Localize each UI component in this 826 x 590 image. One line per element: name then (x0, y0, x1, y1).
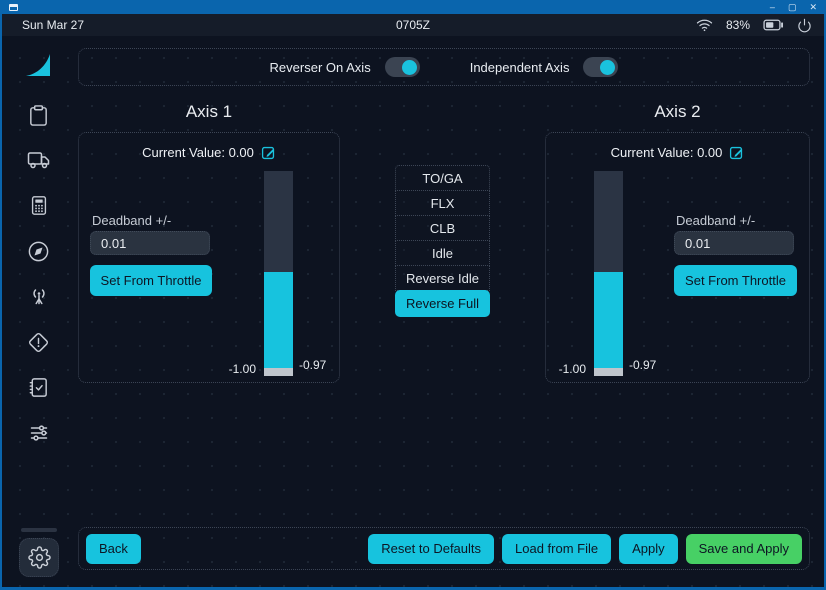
axis2-title: Axis 2 (654, 102, 701, 121)
axis2-gauge-reverse-segment (594, 368, 623, 376)
detent-reverse-idle[interactable]: Reverse Idle (395, 265, 490, 291)
detent-idle[interactable]: Idle (395, 240, 490, 266)
axis1-gauge-reverse-segment (264, 368, 293, 376)
detent-toga[interactable]: TO/GA (395, 165, 490, 191)
detent-flx[interactable]: FLX (395, 190, 490, 216)
battery-percent: 83% (725, 18, 750, 32)
axis1-range-min: -1.00 (228, 362, 256, 376)
window-close-button[interactable]: ✕ (809, 2, 817, 12)
window-titlebar: – ▢ ✕ (2, 0, 824, 14)
window-app-icon (9, 3, 18, 11)
sidebar-item-compass[interactable] (19, 235, 59, 267)
toggle-knob (600, 59, 616, 75)
independent-axis-label: Independent Axis (469, 59, 570, 75)
axis2-current-value-label: Current Value: 0.00 (610, 145, 723, 160)
settings-button[interactable] (19, 538, 59, 577)
axis2-edit-value-icon[interactable] (729, 145, 744, 160)
wifi-icon (696, 18, 713, 32)
toggle-knob (401, 59, 417, 75)
reverser-on-axis-label: Reverser On Axis (269, 59, 371, 75)
sidebar-item-alerts[interactable] (19, 326, 59, 358)
brand-logo-icon (19, 50, 59, 82)
power-icon[interactable] (797, 18, 812, 33)
sidebar-item-calculator[interactable] (19, 189, 59, 221)
axis-options-panel: Reverser On Axis Independent Axis (78, 48, 810, 86)
detent-reverse-full[interactable]: Reverse Full (395, 290, 490, 317)
sliders-icon (30, 425, 47, 441)
axis2-range-low: -0.97 (629, 358, 657, 372)
checklist-icon (29, 377, 47, 397)
status-clock: 0705Z (395, 18, 431, 32)
antenna-icon (32, 289, 45, 305)
axis1-title: Axis 1 (185, 102, 233, 121)
sidebar-item-truck[interactable] (19, 144, 59, 176)
compass-icon (28, 241, 49, 261)
battery-icon (763, 19, 784, 31)
sidebar-item-broadcast[interactable] (19, 280, 59, 312)
axis2-gauge-upper-segment (594, 171, 623, 272)
detent-clb[interactable]: CLB (395, 215, 490, 241)
axis2-range-min: -1.00 (558, 362, 586, 376)
footer-bar: Back Reset to Defaults Load from File Ap… (78, 527, 810, 570)
reset-to-defaults-button[interactable]: Reset to Defaults (368, 533, 495, 564)
independent-axis-toggle[interactable] (583, 57, 619, 77)
load-from-file-button[interactable]: Load from File (502, 533, 612, 564)
axis1-gauge-upper-segment (264, 171, 293, 272)
axis2-set-from-throttle-button[interactable]: Set From Throttle (674, 265, 797, 296)
back-button[interactable]: Back (86, 533, 141, 564)
axis1-deadband-label: Deadband +/- (92, 213, 172, 228)
clipboard-icon (30, 104, 47, 126)
axis1-edit-value-icon[interactable] (261, 145, 276, 160)
detent-list: TO/GA FLX CLB Idle Reverse Idle Reverse … (395, 165, 490, 317)
reverser-on-axis-toggle[interactable] (384, 57, 420, 77)
axis1-current-value-label: Current Value: 0.00 (142, 145, 254, 160)
axis1-set-from-throttle-button[interactable]: Set From Throttle (90, 265, 212, 296)
axis2-gauge-active-segment (594, 272, 623, 368)
sidebar (2, 36, 75, 587)
alert-diamond-icon (29, 332, 48, 352)
axis1-deadband-input[interactable] (90, 231, 210, 255)
axis2-gauge (594, 171, 623, 376)
axis2-deadband-input[interactable] (674, 231, 794, 255)
axis1-gauge-active-segment (264, 272, 293, 368)
app-body: Reverser On Axis Independent Axis Axis 1… (2, 36, 824, 587)
status-date: Sun Mar 27 (22, 18, 85, 32)
window-minimize-button[interactable]: – (769, 2, 775, 12)
sidebar-item-clipboard[interactable] (19, 99, 59, 131)
axis1-panel: Current Value: 0.00 Deadband +/- Set Fro… (78, 132, 340, 383)
sidebar-item-checklist[interactable] (19, 371, 59, 403)
axis1-range-low: -0.97 (299, 358, 327, 372)
apply-button[interactable]: Apply (619, 533, 678, 564)
axis1-gauge (264, 171, 293, 376)
sidebar-divider (20, 528, 57, 532)
axis2-panel: Current Value: 0.00 -1.00 -0.97 Deadband… (545, 132, 810, 383)
axis1-current-value: 0.00 (228, 145, 254, 160)
axis2-current-value: 0.00 (697, 145, 723, 160)
gear-icon (27, 546, 51, 569)
truck-icon (27, 152, 49, 169)
save-and-apply-button[interactable]: Save and Apply (685, 533, 802, 564)
window-maximize-button[interactable]: ▢ (787, 2, 797, 12)
axis2-deadband-label: Deadband +/- (676, 213, 756, 228)
status-bar: Sun Mar 27 0705Z 83% (2, 14, 824, 36)
calculator-icon (31, 195, 46, 215)
sidebar-item-tuning[interactable] (19, 417, 59, 449)
